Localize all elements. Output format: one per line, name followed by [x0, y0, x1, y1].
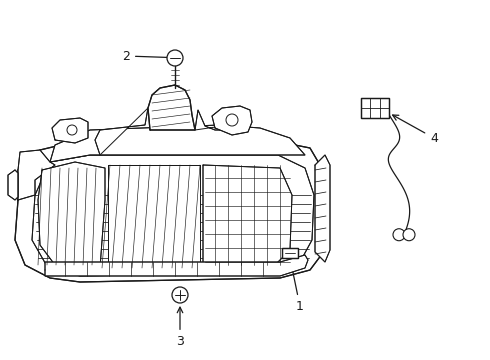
Polygon shape	[212, 106, 252, 135]
Polygon shape	[32, 155, 314, 276]
Circle shape	[403, 229, 415, 241]
Circle shape	[172, 287, 188, 303]
Polygon shape	[38, 162, 105, 268]
Polygon shape	[148, 85, 195, 130]
Polygon shape	[52, 118, 88, 143]
Polygon shape	[18, 150, 55, 200]
Polygon shape	[95, 108, 148, 155]
Polygon shape	[195, 110, 250, 130]
Circle shape	[393, 229, 405, 241]
Polygon shape	[50, 125, 305, 162]
Circle shape	[67, 125, 77, 135]
Polygon shape	[108, 165, 200, 268]
Text: 2: 2	[122, 49, 180, 63]
Polygon shape	[282, 248, 298, 258]
Circle shape	[167, 50, 183, 66]
Text: 1: 1	[289, 262, 304, 313]
Circle shape	[226, 114, 238, 126]
Text: 3: 3	[176, 307, 184, 348]
Polygon shape	[8, 170, 18, 200]
Text: 4: 4	[392, 115, 438, 144]
Polygon shape	[203, 165, 292, 268]
Polygon shape	[45, 255, 308, 276]
Polygon shape	[315, 155, 330, 262]
Polygon shape	[15, 132, 328, 282]
Polygon shape	[361, 98, 389, 118]
